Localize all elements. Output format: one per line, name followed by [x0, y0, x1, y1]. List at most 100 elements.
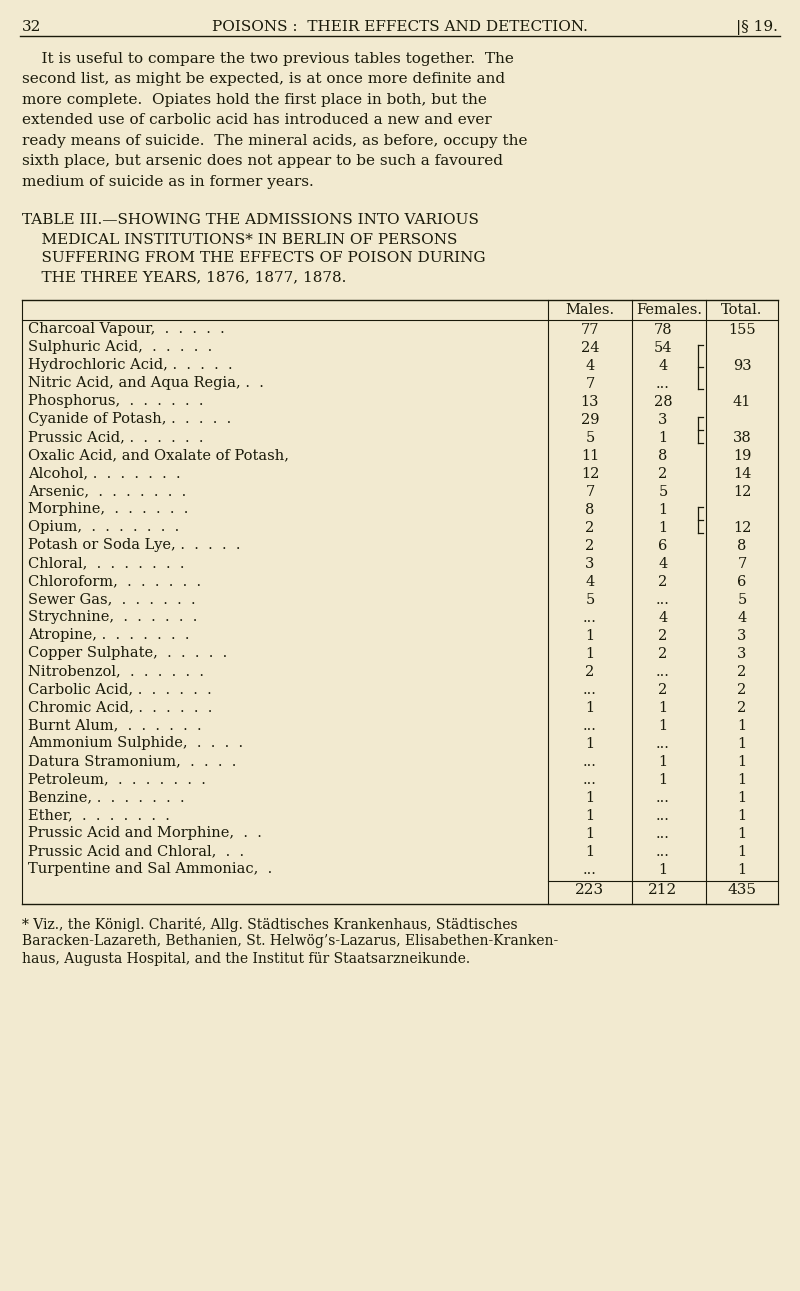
Text: 1: 1	[586, 701, 594, 714]
Text: 38: 38	[733, 430, 751, 444]
Text: 41: 41	[733, 395, 751, 408]
Text: 13: 13	[581, 395, 599, 408]
Text: Datura Stramonium,  .  .  .  .: Datura Stramonium, . . . .	[28, 754, 236, 768]
Text: 8: 8	[586, 502, 594, 516]
Text: 1: 1	[658, 502, 667, 516]
Text: 6: 6	[658, 538, 668, 553]
Text: 12: 12	[581, 466, 599, 480]
Text: ...: ...	[656, 826, 670, 840]
Text: ...: ...	[583, 611, 597, 625]
Text: 212: 212	[648, 883, 678, 897]
Text: Copper Sulphate,  .  .  .  .  .: Copper Sulphate, . . . . .	[28, 647, 227, 661]
Text: extended use of carbolic acid has introduced a new and ever: extended use of carbolic acid has introd…	[22, 114, 492, 128]
Text: 2: 2	[586, 665, 594, 679]
Text: 4: 4	[738, 611, 746, 625]
Text: ...: ...	[656, 736, 670, 750]
Text: |§ 19.: |§ 19.	[736, 19, 778, 35]
Text: 3: 3	[738, 647, 746, 661]
Text: 1: 1	[658, 862, 667, 877]
Text: ...: ...	[656, 665, 670, 679]
Text: second list, as might be expected, is at once more definite and: second list, as might be expected, is at…	[22, 72, 505, 86]
Text: 3: 3	[658, 413, 668, 426]
Text: 1: 1	[586, 790, 594, 804]
Text: Burnt Alum,  .  .  .  .  .  .: Burnt Alum, . . . . . .	[28, 719, 202, 732]
Text: Morphine,  .  .  .  .  .  .: Morphine, . . . . . .	[28, 502, 188, 516]
Text: 1: 1	[738, 826, 746, 840]
Text: Prussic Acid and Chloral,  .  .: Prussic Acid and Chloral, . .	[28, 844, 244, 859]
Text: 7: 7	[738, 556, 746, 571]
Text: Chloral,  .  .  .  .  .  .  .: Chloral, . . . . . . .	[28, 556, 185, 571]
Text: Phosphorus,  .  .  .  .  .  .: Phosphorus, . . . . . .	[28, 395, 203, 408]
Text: 1: 1	[738, 736, 746, 750]
Text: Females.: Females.	[636, 302, 702, 316]
Text: Potash or Soda Lye, .  .  .  .  .: Potash or Soda Lye, . . . . .	[28, 538, 241, 553]
Text: ...: ...	[583, 754, 597, 768]
Text: Chromic Acid, .  .  .  .  .  .: Chromic Acid, . . . . . .	[28, 701, 212, 714]
Text: Benzine, .  .  .  .  .  .  .: Benzine, . . . . . . .	[28, 790, 185, 804]
Text: 28: 28	[654, 395, 672, 408]
Text: 8: 8	[738, 538, 746, 553]
Text: 5: 5	[738, 593, 746, 607]
Text: 2: 2	[586, 520, 594, 534]
Text: Oxalic Acid, and Oxalate of Potash,: Oxalic Acid, and Oxalate of Potash,	[28, 448, 289, 462]
Text: 11: 11	[581, 448, 599, 462]
Text: Sewer Gas,  .  .  .  .  .  .: Sewer Gas, . . . . . .	[28, 593, 196, 607]
Text: 54: 54	[654, 341, 672, 355]
Text: more complete.  Opiates hold the first place in both, but the: more complete. Opiates hold the first pl…	[22, 93, 487, 107]
Text: 4: 4	[586, 359, 594, 373]
Text: 2: 2	[658, 647, 668, 661]
Text: sixth place, but arsenic does not appear to be such a favoured: sixth place, but arsenic does not appear…	[22, 155, 503, 169]
Text: 32: 32	[22, 19, 42, 34]
Text: 12: 12	[733, 484, 751, 498]
Text: Cyanide of Potash, .  .  .  .  .: Cyanide of Potash, . . . . .	[28, 413, 231, 426]
Text: Ether,  .  .  .  .  .  .  .: Ether, . . . . . . .	[28, 808, 170, 822]
Text: Nitric Acid, and Aqua Regia, .  .: Nitric Acid, and Aqua Regia, . .	[28, 377, 264, 390]
Text: POISONS :  THEIR EFFECTS AND DETECTION.: POISONS : THEIR EFFECTS AND DETECTION.	[212, 19, 588, 34]
Text: 1: 1	[738, 790, 746, 804]
Text: 1: 1	[738, 772, 746, 786]
Text: ...: ...	[583, 683, 597, 697]
Text: THE THREE YEARS, 1876, 1877, 1878.: THE THREE YEARS, 1876, 1877, 1878.	[22, 271, 346, 284]
Text: 6: 6	[738, 574, 746, 589]
Text: Chloroform,  .  .  .  .  .  .: Chloroform, . . . . . .	[28, 574, 201, 589]
Text: 4: 4	[658, 556, 668, 571]
Text: 4: 4	[658, 611, 668, 625]
Text: 2: 2	[586, 538, 594, 553]
Text: MEDICAL INSTITUTIONS* IN BERLIN OF PERSONS: MEDICAL INSTITUTIONS* IN BERLIN OF PERSO…	[22, 232, 458, 247]
Text: * Viz., the Königl. Charité, Allg. Städtisches Krankenhaus, Städtisches: * Viz., the Königl. Charité, Allg. Städt…	[22, 918, 518, 932]
Text: 435: 435	[727, 883, 757, 897]
Text: 1: 1	[586, 826, 594, 840]
Text: 2: 2	[738, 665, 746, 679]
Text: Total.: Total.	[722, 302, 762, 316]
Text: Charcoal Vapour,  .  .  .  .  .: Charcoal Vapour, . . . . .	[28, 323, 225, 337]
Text: Sulphuric Acid,  .  .  .  .  .: Sulphuric Acid, . . . . .	[28, 341, 212, 355]
Text: 12: 12	[733, 520, 751, 534]
Text: 1: 1	[658, 772, 667, 786]
Text: 1: 1	[658, 520, 667, 534]
Text: ready means of suicide.  The mineral acids, as before, occupy the: ready means of suicide. The mineral acid…	[22, 134, 527, 148]
Text: Ammonium Sulphide,  .  .  .  .: Ammonium Sulphide, . . . .	[28, 736, 243, 750]
Text: 14: 14	[733, 466, 751, 480]
Text: 1: 1	[586, 808, 594, 822]
Text: 29: 29	[581, 413, 599, 426]
Text: Hydrochloric Acid, .  .  .  .  .: Hydrochloric Acid, . . . . .	[28, 359, 233, 373]
Text: Baracken-Lazareth, Bethanien, St. Helwög’s-Lazarus, Elisabethen-Kranken-: Baracken-Lazareth, Bethanien, St. Helwög…	[22, 935, 558, 949]
Text: Prussic Acid, .  .  .  .  .  .: Prussic Acid, . . . . . .	[28, 430, 203, 444]
Text: Turpentine and Sal Ammoniac,  .: Turpentine and Sal Ammoniac, .	[28, 862, 272, 877]
Text: 4: 4	[586, 574, 594, 589]
Text: 93: 93	[733, 359, 751, 373]
Text: 5: 5	[658, 484, 668, 498]
Text: 3: 3	[586, 556, 594, 571]
Text: ...: ...	[583, 862, 597, 877]
Text: 2: 2	[658, 466, 668, 480]
Text: ...: ...	[583, 719, 597, 732]
Text: 1: 1	[586, 844, 594, 859]
Text: 1: 1	[738, 808, 746, 822]
Text: 2: 2	[658, 683, 668, 697]
Text: 5: 5	[586, 593, 594, 607]
Text: 1: 1	[658, 754, 667, 768]
Text: 3: 3	[738, 629, 746, 643]
Text: 4: 4	[658, 359, 668, 373]
Text: 1: 1	[738, 719, 746, 732]
Text: 1: 1	[658, 430, 667, 444]
